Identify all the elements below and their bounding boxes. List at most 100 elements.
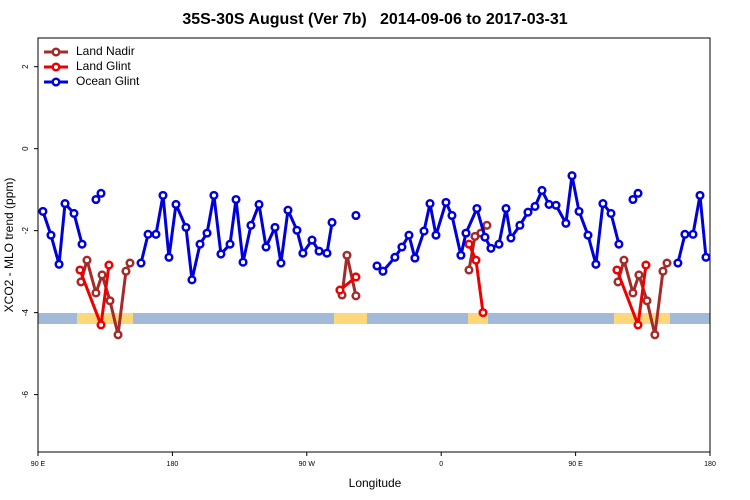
series-marker	[151, 229, 161, 239]
series-marker	[372, 261, 382, 271]
land-band	[468, 313, 488, 324]
series-marker	[202, 228, 212, 238]
series-marker	[187, 275, 197, 285]
series-marker	[544, 199, 554, 209]
series-marker	[231, 194, 241, 205]
series-marker	[662, 258, 672, 268]
series-marker	[650, 330, 660, 340]
series-marker	[530, 201, 540, 212]
series-marker	[195, 239, 205, 249]
series-marker	[283, 205, 293, 215]
series-marker	[673, 258, 683, 268]
series-marker	[292, 225, 302, 235]
legend-label: Ocean Glint	[76, 74, 140, 88]
series-marker	[551, 200, 561, 210]
series-marker	[390, 252, 400, 262]
y-tick-label: -2	[21, 227, 30, 235]
series-marker	[216, 249, 226, 259]
series-marker	[606, 208, 616, 218]
x-tick-label: 90 E	[568, 461, 583, 468]
series-marker	[136, 258, 146, 268]
x-tick-label: 0	[439, 461, 443, 468]
series-marker	[494, 239, 504, 249]
y-axis-label: XCO2 - MLO trend (ppm)	[2, 178, 16, 313]
series-marker	[628, 194, 638, 205]
series-marker	[506, 233, 516, 243]
land-band	[77, 313, 133, 324]
legend-marker	[51, 47, 61, 57]
ocean-band	[38, 313, 710, 324]
series-marker	[225, 239, 235, 249]
series-marker	[441, 197, 451, 207]
series-marker	[410, 253, 420, 263]
series-marker	[537, 185, 547, 196]
series-marker	[77, 239, 87, 249]
series-marker	[633, 320, 643, 330]
series-marker	[472, 203, 482, 214]
series-marker	[574, 206, 584, 216]
legend-marker	[51, 62, 61, 72]
x-axis-label: Longitude	[349, 476, 402, 490]
chart-title: 35S-30S August (Ver 7b) 2014-09-06 to 20…	[182, 11, 567, 28]
legend-label: Land Glint	[76, 59, 131, 73]
series-marker	[314, 246, 324, 256]
series-marker	[322, 248, 332, 258]
series-marker	[397, 242, 407, 252]
series-marker	[276, 258, 286, 268]
series-marker	[209, 190, 219, 200]
series-marker	[482, 220, 492, 230]
series-marker	[404, 230, 414, 240]
series-marker	[642, 296, 652, 306]
series-marker	[113, 330, 123, 340]
series-marker	[105, 296, 115, 306]
series-marker	[298, 248, 308, 258]
legend-marker	[51, 77, 61, 87]
series-marker	[38, 206, 48, 216]
y-tick-label: -4	[21, 309, 30, 317]
series-marker	[104, 260, 114, 270]
series-marker	[91, 194, 101, 205]
series-marker	[461, 228, 471, 238]
series-marker	[695, 190, 705, 200]
plot-frame	[37, 37, 711, 453]
series-marker	[471, 255, 481, 265]
series-marker	[143, 229, 153, 239]
series-marker	[121, 266, 131, 276]
series-marker	[69, 208, 79, 218]
series-marker	[351, 291, 361, 301]
series-marker	[238, 257, 248, 267]
series-marker	[91, 288, 101, 298]
x-tick-label: 90 W	[299, 461, 316, 468]
land-ocean-band	[38, 313, 710, 324]
series-marker	[480, 232, 490, 242]
series-marker	[46, 230, 56, 240]
series-marker	[633, 188, 643, 198]
x-tick-label: 180	[167, 461, 179, 468]
series-marker	[431, 230, 441, 240]
series-marker	[523, 207, 533, 217]
series-marker	[425, 199, 435, 209]
series-marker	[658, 266, 668, 276]
series-marker	[567, 171, 577, 181]
series-marker	[82, 255, 92, 265]
series-marker	[351, 210, 361, 221]
series-marker	[583, 230, 593, 240]
series-marker	[634, 270, 644, 280]
series-marker	[501, 203, 511, 214]
series-marker	[158, 190, 168, 200]
series-marker	[164, 252, 174, 262]
series-marker	[125, 258, 135, 268]
series-marker	[96, 188, 106, 198]
series-marker	[261, 242, 271, 252]
series-marker	[246, 220, 256, 230]
series-marker	[97, 270, 107, 280]
series-marker	[270, 222, 280, 232]
series-marker	[701, 252, 711, 262]
series-marker	[486, 243, 496, 253]
series-marker	[464, 239, 474, 249]
series-marker	[628, 288, 638, 298]
series-marker	[680, 229, 690, 239]
series-marker	[327, 217, 337, 228]
series-marker	[464, 265, 474, 275]
series-marker	[342, 250, 352, 260]
